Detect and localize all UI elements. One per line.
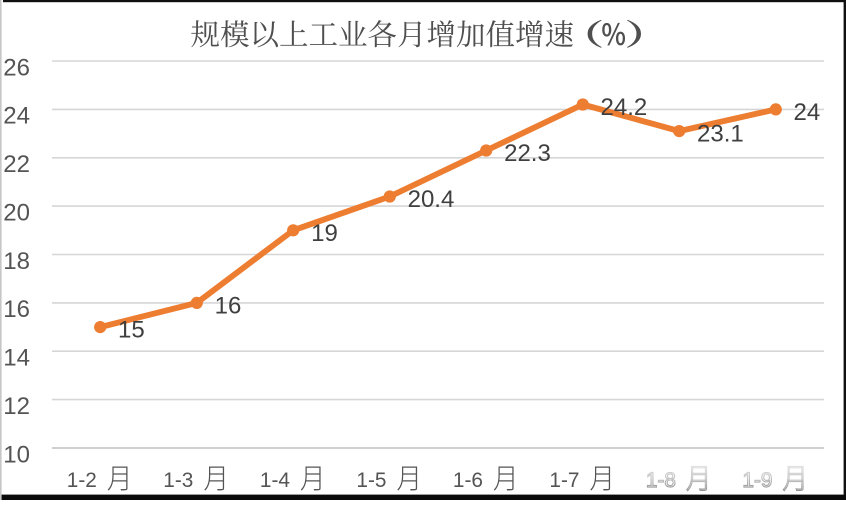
svg-text:20: 20 xyxy=(3,199,30,226)
svg-text:22: 22 xyxy=(3,151,30,178)
svg-text:12: 12 xyxy=(3,393,30,420)
svg-text:1-9: 1-9 xyxy=(742,469,772,492)
svg-text:15: 15 xyxy=(118,317,145,344)
svg-text:1-3: 1-3 xyxy=(163,469,193,492)
svg-text:1-6: 1-6 xyxy=(453,469,483,492)
svg-text:26: 26 xyxy=(3,54,30,81)
svg-text:1-4: 1-4 xyxy=(260,469,290,492)
svg-text:10: 10 xyxy=(3,441,30,468)
svg-text:14: 14 xyxy=(3,345,30,372)
svg-text:24: 24 xyxy=(794,99,821,126)
svg-text:1-7: 1-7 xyxy=(549,469,579,492)
svg-text:22.3: 22.3 xyxy=(504,140,551,167)
svg-text:18: 18 xyxy=(3,248,30,275)
svg-text:16: 16 xyxy=(215,293,242,320)
svg-text:23.1: 23.1 xyxy=(697,121,744,148)
svg-text:20.4: 20.4 xyxy=(408,186,455,213)
svg-text:24.2: 24.2 xyxy=(601,94,648,121)
svg-text:24: 24 xyxy=(3,103,30,130)
svg-text:16: 16 xyxy=(3,296,30,323)
svg-text:19: 19 xyxy=(311,220,338,247)
svg-text:1-2: 1-2 xyxy=(67,469,97,492)
svg-text:1-5: 1-5 xyxy=(356,469,386,492)
svg-text:1-8: 1-8 xyxy=(646,469,676,492)
